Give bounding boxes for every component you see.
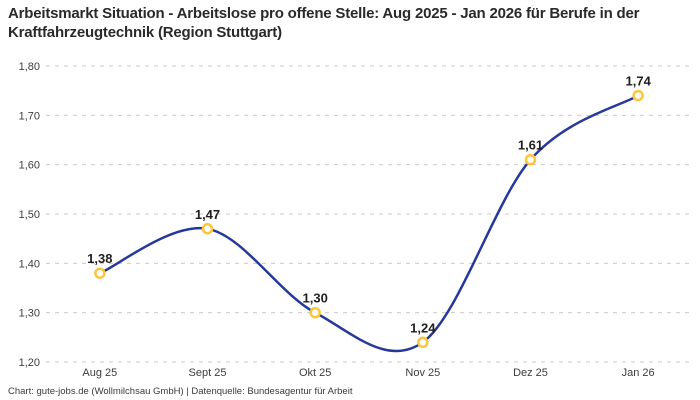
data-point-label: 1,61 — [518, 138, 543, 153]
data-point-label: 1,24 — [410, 320, 436, 335]
y-tick-label: 1,70 — [19, 110, 40, 122]
y-tick-label: 1,30 — [19, 308, 40, 320]
series-line — [98, 94, 640, 353]
data-point-label: 1,74 — [626, 74, 652, 89]
x-tick-label: Jan 26 — [622, 367, 655, 379]
x-tick-label: Nov 25 — [405, 367, 440, 379]
data-point-marker[interactable] — [201, 223, 214, 235]
data-point-marker[interactable] — [309, 306, 321, 319]
x-tick-label: Okt 25 — [299, 367, 331, 379]
chart-title: Arbeitsmarkt Situation - Arbeitslose pro… — [8, 5, 640, 42]
y-tick-label: 1,40 — [19, 258, 40, 270]
y-tick-label: 1,50 — [19, 209, 40, 221]
data-point-marker[interactable] — [524, 153, 537, 166]
data-point-label: 1,30 — [303, 291, 328, 306]
data-point-marker[interactable] — [632, 89, 644, 102]
data-point-label: 1,38 — [87, 251, 112, 266]
data-point-marker[interactable] — [94, 267, 106, 279]
data-point-label: 1,47 — [195, 207, 220, 222]
x-tick-label: Aug 25 — [82, 367, 117, 379]
chart-credit: Chart: gute-jobs.de (Wollmilchsau GmbH) … — [8, 386, 353, 397]
y-tick-label: 1,20 — [19, 357, 40, 369]
y-tick-label: 1,60 — [19, 160, 40, 172]
x-tick-label: Sept 25 — [189, 367, 227, 379]
data-point-marker[interactable] — [417, 336, 429, 349]
x-tick-label: Dez 25 — [513, 367, 548, 379]
y-tick-label: 1,80 — [19, 61, 40, 73]
